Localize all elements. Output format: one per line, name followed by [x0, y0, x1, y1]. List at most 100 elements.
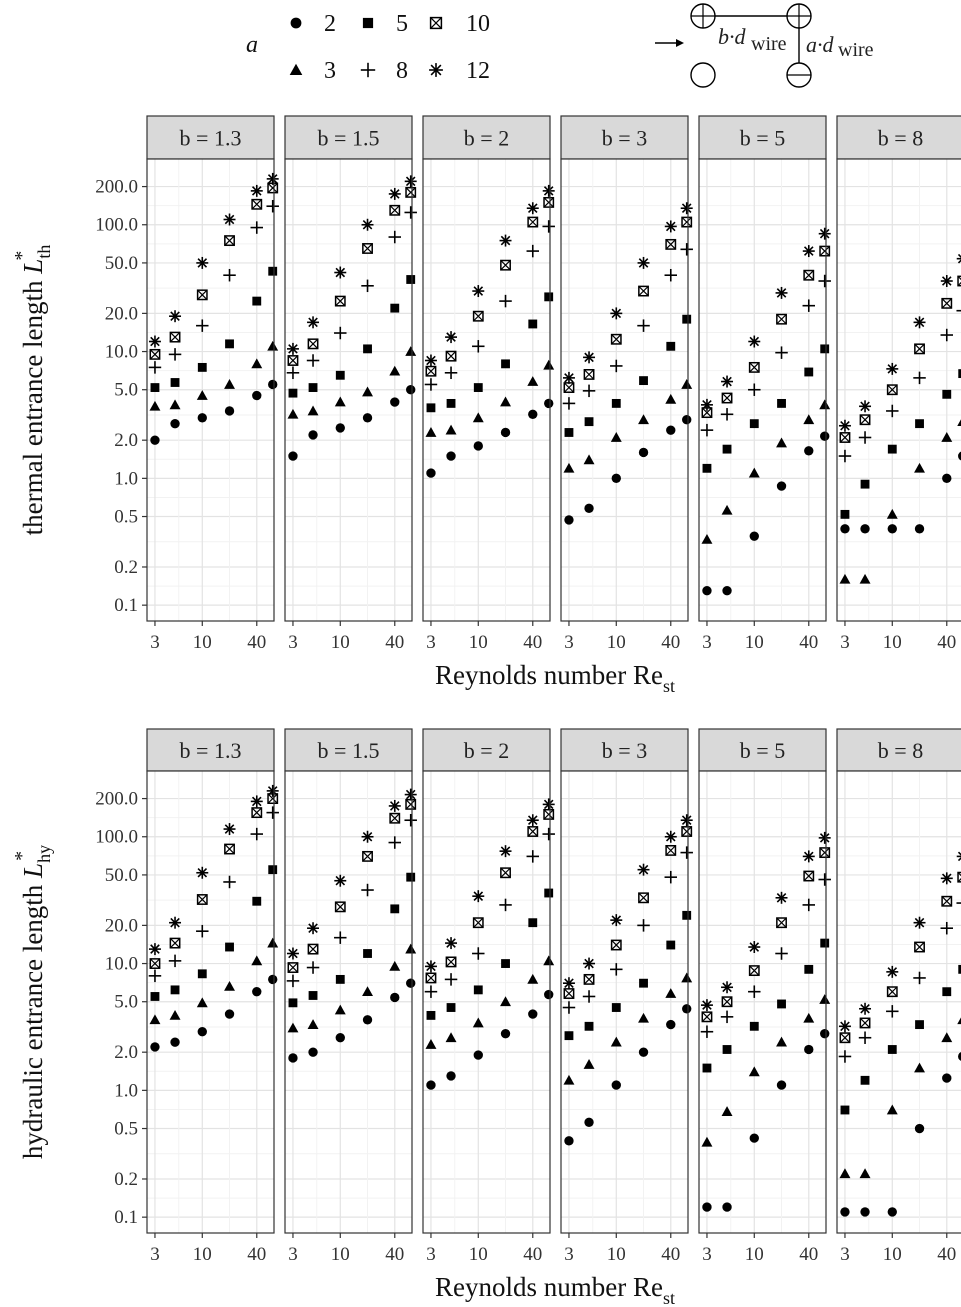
point-a5-re10 [473, 383, 483, 392]
point-a5-re60-mark [682, 910, 692, 920]
point-a12-re20-spoke [776, 288, 787, 298]
y-tick-label: 10.0 [105, 954, 138, 975]
point-a3-re20-mark [776, 1036, 787, 1047]
y-axis: 0.1 0.2 0.5 1.0 2.0 5.0 10.0 20.0 50.0 100.0 200.0 [95, 789, 147, 1228]
point-a10-re40-diag2 [389, 813, 400, 824]
point-a10-re60-diag2 [405, 799, 416, 810]
legend-marker-12 [429, 63, 443, 77]
point-a10-re5-diag2 [307, 943, 319, 955]
point-a3-re3 [701, 1136, 713, 1147]
point-a10-re20-box [224, 843, 235, 855]
point-a8-re40 [664, 268, 678, 282]
point-a10-re40 [389, 204, 401, 216]
point-a3-re5-mark [583, 1059, 595, 1069]
point-a10-re60-diag2 [819, 245, 830, 257]
point-a12-re20-spoke [362, 831, 373, 842]
x-tick-label: 10 [469, 1244, 488, 1265]
point-a12-re3 [838, 419, 851, 432]
point-a10-re10-box [196, 894, 208, 905]
point-a12-re5 [445, 331, 458, 344]
point-a10-re20-diag2 [638, 285, 649, 297]
point-a12-re40 [250, 795, 263, 808]
point-a2-re20-mark [914, 1123, 925, 1134]
point-a3-re40-mark [665, 393, 677, 404]
point-a12-re5 [859, 400, 872, 413]
point-a5-re60 [406, 872, 416, 882]
y-tick-label: 100.0 [95, 827, 138, 848]
panel-border [284, 770, 413, 1234]
point-a3-re60-mark [819, 994, 831, 1004]
point-a2-re10 [611, 1080, 621, 1090]
point-a10-re20-diag2 [638, 892, 649, 903]
point-a5-re10-mark [473, 985, 483, 995]
point-a2-re10-mark [473, 1050, 483, 1060]
point-a10-re5-diag2 [307, 338, 319, 349]
point-a3-re10 [334, 1004, 346, 1015]
point-a8-re10 [886, 1005, 899, 1018]
point-a2-re5 [170, 1037, 180, 1047]
point-a5-re20-mark [225, 339, 234, 349]
point-a2-re3 [702, 1202, 712, 1212]
point-a3-re10-mark [748, 1066, 760, 1077]
point-a5-re3 [426, 1010, 436, 1020]
point-a3-re3-mark [839, 573, 851, 584]
point-a12-re10-spoke [197, 258, 208, 268]
point-a8-re5 [168, 954, 182, 968]
point-a12-re20 [499, 234, 512, 247]
point-a12-re3 [148, 335, 161, 348]
point-a2-re5 [722, 1202, 732, 1212]
point-a3-re60 [267, 937, 279, 948]
point-a10-re60 [681, 216, 693, 228]
point-a10-re20 [638, 892, 649, 904]
point-a10-re5 [169, 331, 181, 343]
legend-marker-10 [429, 16, 443, 30]
point-a8-re3 [562, 1001, 576, 1014]
point-a3-re3 [563, 462, 575, 473]
point-a3-re10-mark [334, 396, 346, 407]
point-a10-re40-box [527, 826, 539, 837]
point-a12-re10-spoke [335, 267, 346, 278]
point-a5-re5 [308, 991, 318, 1000]
point-a2-re60-mark [820, 1028, 830, 1039]
facet-strip-label: b = 1.5 [318, 738, 380, 763]
x-tick-label: 3 [840, 632, 850, 653]
point-a12-re20-spoke [638, 258, 649, 268]
point-a2-re60 [682, 1004, 692, 1014]
point-a12-re3-spoke [702, 400, 712, 410]
point-a12-re40 [526, 202, 539, 215]
point-a12-re60 [818, 831, 831, 844]
point-a10-re5-diag2 [445, 351, 457, 362]
point-a3-re5-mark [445, 424, 457, 435]
point-a5-re60 [544, 292, 554, 302]
point-a10-re40 [941, 895, 953, 907]
point-a10-re20-box [362, 850, 373, 862]
point-a5-re5-mark [170, 985, 180, 995]
facet-strip [284, 115, 413, 160]
point-a3-re5 [307, 1019, 319, 1029]
point-a12-re5-spoke [584, 958, 594, 969]
point-a2-re60 [820, 431, 830, 441]
point-a10-re3-diag2 [563, 988, 575, 999]
point-a3-re40-mark [803, 414, 815, 425]
point-a12-re20 [775, 286, 788, 299]
point-a10-re60-box [819, 847, 831, 859]
point-a12-re5-spoke [722, 376, 732, 387]
point-a3-re60-mark [543, 955, 555, 966]
point-a12-re20 [499, 845, 512, 858]
point-a10-re60-box [405, 186, 417, 198]
point-a2-re5-mark [170, 418, 180, 429]
point-a12-re20-spoke [914, 917, 925, 928]
point-a10-re20 [224, 843, 235, 855]
point-a12-re5 [307, 316, 320, 329]
point-a10-re10-diag2 [335, 295, 346, 307]
point-a10-re5-box [445, 956, 457, 968]
point-a12-re5-spoke [308, 923, 318, 933]
point-a2-re3 [564, 1136, 574, 1146]
point-a12-re60 [404, 788, 417, 801]
point-a5-re3 [564, 1031, 574, 1041]
point-a10-re40 [803, 870, 815, 882]
point-a2-re40 [666, 1019, 676, 1030]
point-a10-re5-box [721, 996, 733, 1008]
point-a8-re40 [664, 870, 678, 884]
point-a3-re10 [334, 396, 346, 407]
